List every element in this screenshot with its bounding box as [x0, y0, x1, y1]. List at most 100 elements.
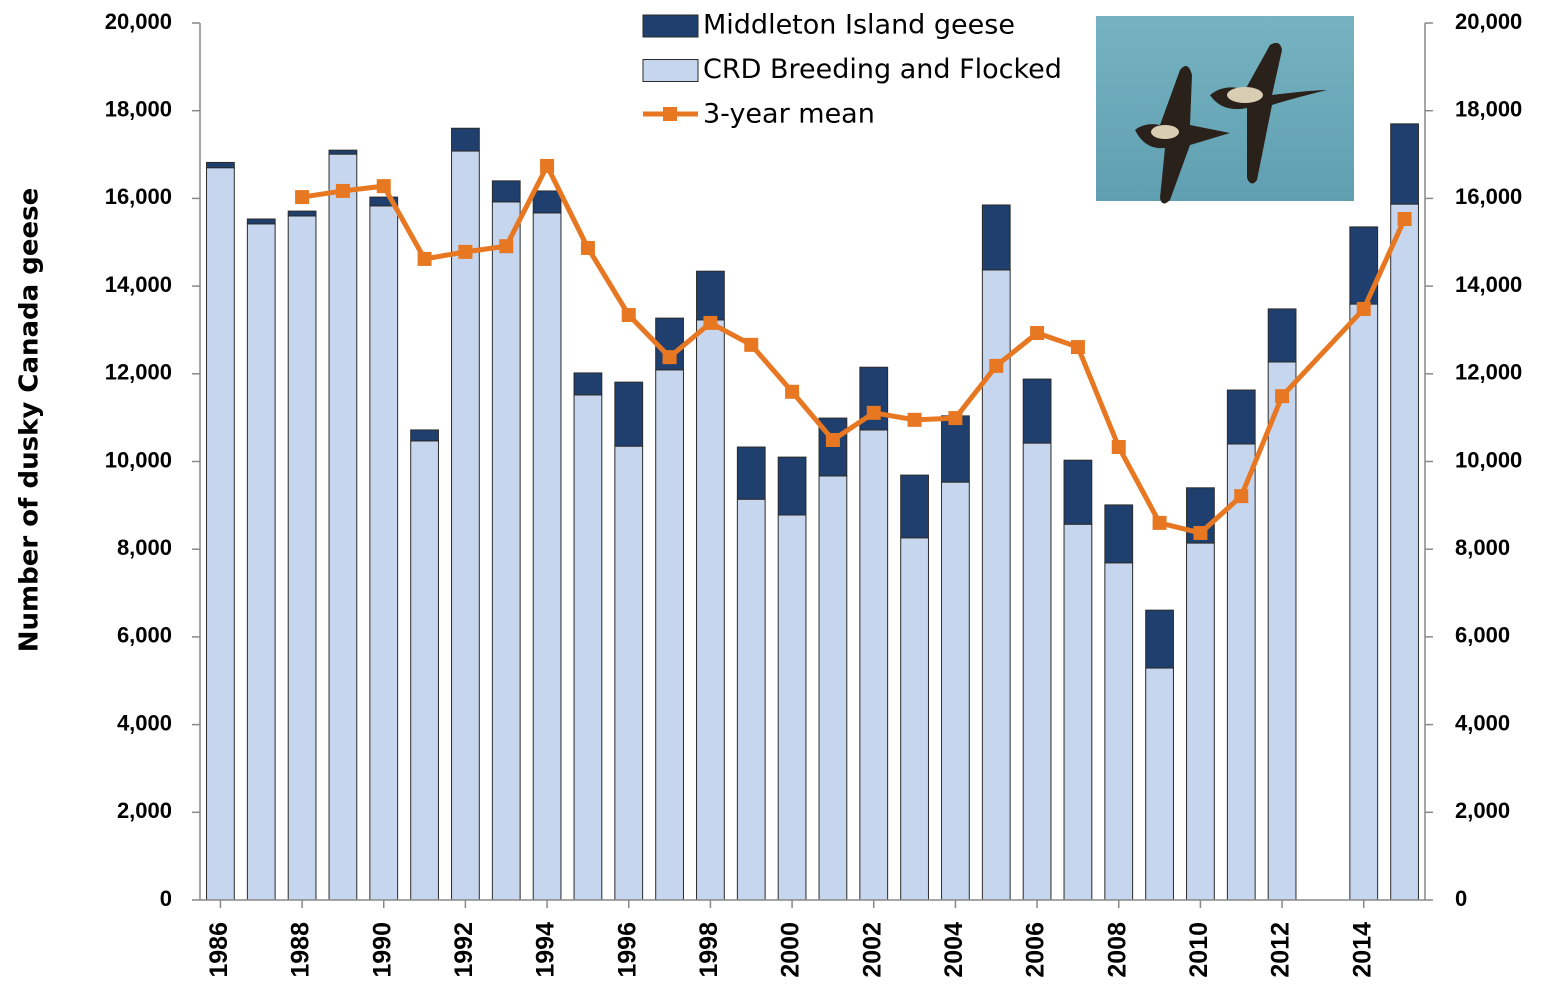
- y-tick-label: 20,000: [105, 9, 172, 34]
- bar: [900, 474, 929, 539]
- bar: [369, 196, 399, 207]
- x-tick-label: 1998: [695, 922, 723, 978]
- bar: [1022, 378, 1052, 444]
- bar: [614, 381, 644, 447]
- bar: [246, 223, 276, 901]
- bar: [369, 205, 399, 901]
- bar: [287, 210, 317, 217]
- bar: [900, 537, 929, 901]
- y2-tick-label: 8,000: [1455, 535, 1510, 560]
- y-axis-title: Number of dusky Canada geese: [15, 188, 45, 652]
- goose: [1210, 42, 1327, 184]
- y2-tick-label: 6,000: [1455, 623, 1510, 648]
- line-marker: [662, 350, 677, 365]
- x-tick-label: 2014: [1348, 922, 1376, 978]
- line-marker: [580, 240, 595, 255]
- line-marker: [1356, 301, 1371, 316]
- bar: [777, 514, 807, 901]
- line-marker: [1152, 515, 1167, 530]
- line-marker: [540, 158, 555, 173]
- photo-background: [1096, 16, 1354, 201]
- x-tick-label: 2002: [858, 922, 886, 978]
- y-tick-label: 18,000: [105, 97, 172, 122]
- legend-swatch: [642, 59, 699, 82]
- goose: [1135, 66, 1230, 204]
- x-tick-label: 2004: [940, 922, 968, 978]
- y-tick-label: 2,000: [117, 798, 172, 823]
- y-tick-label: 16,000: [105, 184, 172, 209]
- bar: [246, 218, 276, 225]
- y-tick-label: 6,000: [117, 623, 172, 648]
- x-tick-label: 1986: [205, 922, 233, 978]
- bar: [206, 161, 235, 169]
- legend-label: CRD Breeding and Flocked: [703, 54, 1062, 85]
- bar: [1145, 667, 1174, 901]
- line-marker: [1111, 440, 1126, 455]
- bar: [532, 212, 562, 901]
- bar: [532, 190, 562, 214]
- y-tick-label: 10,000: [105, 447, 172, 472]
- photo: [1096, 16, 1354, 204]
- bar: [859, 429, 889, 901]
- y-tick-label: 12,000: [105, 360, 172, 385]
- x-tick-label: 1988: [287, 922, 315, 978]
- x-tick-label: 2000: [777, 922, 805, 978]
- y2-tick-label: 4,000: [1455, 710, 1510, 735]
- bar: [491, 180, 521, 203]
- bar: [614, 445, 644, 901]
- line-marker: [1030, 326, 1045, 341]
- legend-swatch: [663, 107, 677, 121]
- x-tick-label: 1990: [368, 922, 396, 978]
- bar: [1226, 389, 1256, 445]
- y2-tick-label: 16,000: [1455, 184, 1522, 209]
- bar: [1104, 504, 1134, 564]
- x-tick-label: 1996: [613, 922, 641, 978]
- x-tick-label: 1994: [532, 922, 560, 978]
- line-marker: [376, 179, 391, 194]
- bar: [1145, 609, 1174, 669]
- bar: [1063, 523, 1093, 901]
- legend-label: Middleton Island geese: [703, 10, 1015, 41]
- y-tick-label: 4,000: [117, 710, 172, 735]
- bar: [1349, 303, 1379, 901]
- legend-label: 3-year mean: [703, 99, 875, 130]
- y2-tick-label: 0: [1455, 886, 1467, 911]
- line-marker: [295, 190, 310, 205]
- goose-breast: [1151, 125, 1179, 139]
- bar: [736, 446, 766, 500]
- bar: [777, 456, 807, 516]
- line-marker: [1234, 489, 1249, 504]
- bar: [1390, 203, 1419, 901]
- bar: [573, 394, 603, 901]
- bar: [328, 153, 358, 901]
- line-marker: [1193, 525, 1208, 540]
- bar: [1267, 308, 1297, 363]
- bar: [206, 167, 235, 901]
- y2-tick-label: 12,000: [1455, 360, 1522, 385]
- bar: [1390, 123, 1419, 205]
- line-marker: [417, 251, 432, 266]
- bar: [818, 475, 848, 901]
- y-tick-label: 8,000: [117, 535, 172, 560]
- y2-tick-label: 14,000: [1455, 272, 1522, 297]
- line-marker: [621, 308, 636, 323]
- y2-tick-label: 2,000: [1455, 798, 1510, 823]
- line-marker: [1397, 212, 1412, 227]
- bar: [410, 440, 439, 901]
- y2-tick-label: 18,000: [1455, 97, 1522, 122]
- bar: [941, 481, 970, 901]
- bar: [287, 215, 317, 901]
- line-marker: [458, 244, 473, 259]
- bar: [573, 372, 603, 396]
- line-marker: [866, 405, 881, 420]
- bar: [941, 415, 970, 483]
- y-tick-label: 14,000: [105, 272, 172, 297]
- bar: [1104, 562, 1134, 901]
- bar: [1226, 443, 1256, 901]
- goose-breast: [1227, 87, 1263, 103]
- bar: [451, 150, 480, 901]
- line-marker: [335, 183, 350, 198]
- line-marker: [1275, 389, 1290, 404]
- bar: [696, 319, 725, 901]
